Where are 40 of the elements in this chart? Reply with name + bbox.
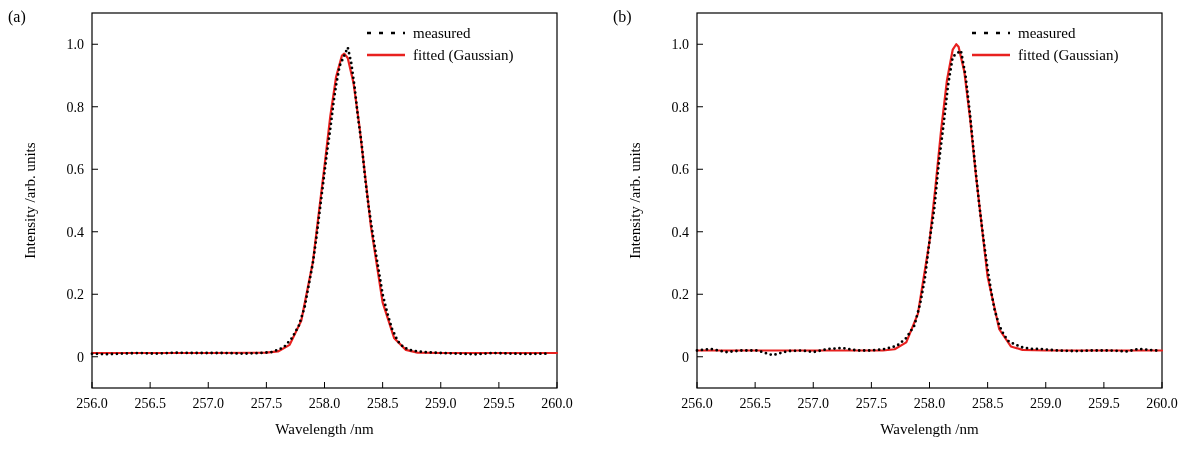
x-axis-title: Wavelength /nm bbox=[880, 421, 979, 437]
legend-label: fitted (Gaussian) bbox=[413, 47, 514, 64]
x-tick-label: 259.0 bbox=[1030, 396, 1062, 411]
y-tick-label: 0.6 bbox=[671, 162, 689, 178]
x-axis-title: Wavelength /nm bbox=[275, 421, 374, 437]
y-tick-label: 0.2 bbox=[671, 287, 689, 303]
y-tick-label: 0 bbox=[77, 349, 84, 365]
x-tick-label: 257.5 bbox=[855, 396, 888, 411]
x-tick-label: 259.5 bbox=[1088, 396, 1120, 411]
x-tick-label: 256.0 bbox=[76, 396, 108, 411]
x-tick-label: 256.5 bbox=[739, 396, 771, 411]
x-tick-label: 257.0 bbox=[797, 396, 829, 411]
y-tick-label: 0.2 bbox=[66, 287, 84, 303]
x-tick-label: 256.0 bbox=[681, 396, 713, 411]
legend-label: measured bbox=[1018, 25, 1076, 41]
x-tick-label: 258.5 bbox=[971, 396, 1004, 411]
y-tick-label: 0.4 bbox=[671, 224, 689, 240]
y-axis-title: Intensity /arb. units bbox=[627, 142, 643, 259]
chart-title: (a) bbox=[8, 8, 26, 26]
chart-title: (b) bbox=[613, 8, 632, 26]
x-tick-label: 260.0 bbox=[541, 396, 573, 411]
x-tick-label: 258.0 bbox=[308, 396, 341, 411]
x-tick-label: 258.0 bbox=[913, 396, 946, 411]
x-tick-label: 256.5 bbox=[134, 396, 166, 411]
y-tick-label: 1.0 bbox=[66, 37, 84, 53]
y-axis-title: Intensity /arb. units bbox=[22, 142, 38, 259]
y-tick-label: 0.8 bbox=[671, 99, 689, 115]
y-tick-label: 0.4 bbox=[66, 224, 84, 240]
legend-label: fitted (Gaussian) bbox=[1018, 47, 1119, 64]
y-tick-label: 0.6 bbox=[66, 162, 84, 178]
x-tick-label: 259.5 bbox=[483, 396, 515, 411]
x-tick-label: 258.5 bbox=[366, 396, 399, 411]
y-tick-label: 0 bbox=[682, 349, 689, 365]
x-tick-label: 260.0 bbox=[1146, 396, 1178, 411]
y-tick-label: 1.0 bbox=[671, 37, 689, 53]
legend-label: measured bbox=[413, 25, 471, 41]
y-tick-label: 0.8 bbox=[66, 99, 84, 115]
x-tick-label: 257.5 bbox=[250, 396, 283, 411]
x-tick-label: 259.0 bbox=[425, 396, 457, 411]
x-tick-label: 257.0 bbox=[192, 396, 224, 411]
